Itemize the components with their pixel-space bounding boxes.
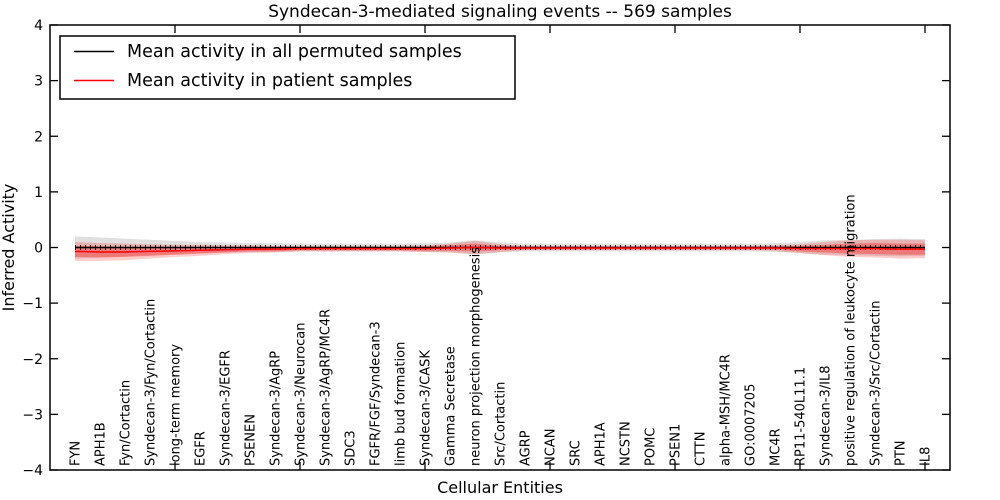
x-category-label: FYN xyxy=(69,441,84,466)
x-category-label: CTTN xyxy=(694,432,709,466)
y-tick-label: −4 xyxy=(22,463,43,479)
x-category-label: IL8 xyxy=(919,447,934,466)
x-category-labels: FYN APH1B Fyn/Cortactin Syndecan-3/Fyn/Cort… xyxy=(69,194,934,466)
x-category-label: AGRP xyxy=(519,430,534,466)
series-lines xyxy=(74,246,925,253)
legend: Mean activity in all permuted samples Me… xyxy=(59,35,516,100)
x-axis-label: Cellular Entities xyxy=(437,478,563,497)
x-category-label: APH1A xyxy=(594,422,609,466)
x-category-label: long-term memory xyxy=(169,344,184,466)
x-category-label: Syndecan-3/IL8 xyxy=(819,366,834,466)
legend-label-permuted: Mean activity in all permuted samples xyxy=(127,42,462,62)
x-category-label: Syndecan-3/CASK xyxy=(419,350,434,466)
x-category-label: Syndecan-3/Neurocan xyxy=(294,323,309,466)
x-category-label: positive regulation of leukocyte migrati… xyxy=(844,194,859,466)
x-category-label: Syndecan-3/Fyn/Cortactin xyxy=(144,299,159,466)
y-tick-label: −3 xyxy=(22,407,43,423)
x-category-label: limb bud formation xyxy=(394,342,409,466)
y-tick-label: −1 xyxy=(22,296,43,312)
y-tick-label: −2 xyxy=(22,352,43,368)
legend-label-patient: Mean activity in patient samples xyxy=(127,71,412,91)
x-category-label: Gamma Secretase xyxy=(444,346,459,466)
legend-line-samples xyxy=(74,50,114,82)
x-category-label: SDC3 xyxy=(344,430,359,466)
x-category-label: APH1B xyxy=(94,422,109,466)
x-category-label: NCSTN xyxy=(619,421,634,466)
chart-title: Syndecan-3-mediated signaling events -- … xyxy=(268,2,732,22)
y-tick-label: 4 xyxy=(34,18,43,34)
x-category-label: Fyn/Cortactin xyxy=(119,380,134,466)
axis-ticks xyxy=(50,24,950,471)
y-tick-label: 3 xyxy=(34,74,43,90)
x-category-label: NCAN xyxy=(544,429,559,466)
x-category-label: Syndecan-3/EGFR xyxy=(219,350,234,466)
y-tick-labels: 4 3 2 1 0 −1 −2 −3 −4 xyxy=(22,18,43,479)
y-tick-label: 1 xyxy=(34,185,43,201)
x-category-label: FGFR/FGF/Syndecan-3 xyxy=(369,321,384,466)
x-category-label: EGFR xyxy=(194,431,209,466)
patient-mean-line xyxy=(74,246,925,253)
x-category-label: RP11-540L11.1 xyxy=(794,367,809,466)
x-category-label: SRC xyxy=(569,440,584,466)
x-category-label: neuron projection morphogenesis xyxy=(469,247,484,466)
x-category-label: PSENEN xyxy=(244,414,259,466)
x-category-label: Syndecan-3/Src/Cortactin xyxy=(869,300,884,466)
y-tick-label: 2 xyxy=(34,129,43,145)
patient-sample-spread-inner xyxy=(75,243,925,258)
x-category-label: Syndecan-3/AgRP xyxy=(269,351,284,466)
x-category-label: Syndecan-3/AgRP/MC4R xyxy=(319,309,334,466)
y-axis-label: Inferred Activity xyxy=(0,184,18,312)
patient-sample-spread-outer xyxy=(75,239,925,261)
x-category-label: GO:0007205 xyxy=(744,384,759,466)
x-category-label: POMC xyxy=(644,428,659,466)
x-category-label: PTN xyxy=(894,440,909,466)
x-category-label: MC4R xyxy=(769,428,784,466)
y-tick-label: 0 xyxy=(34,241,43,257)
x-category-label: Src/Cortactin xyxy=(494,382,509,466)
legend-box xyxy=(59,35,516,100)
x-category-label: alpha-MSH/MC4R xyxy=(719,354,734,466)
x-category-label: PSEN1 xyxy=(669,424,684,466)
